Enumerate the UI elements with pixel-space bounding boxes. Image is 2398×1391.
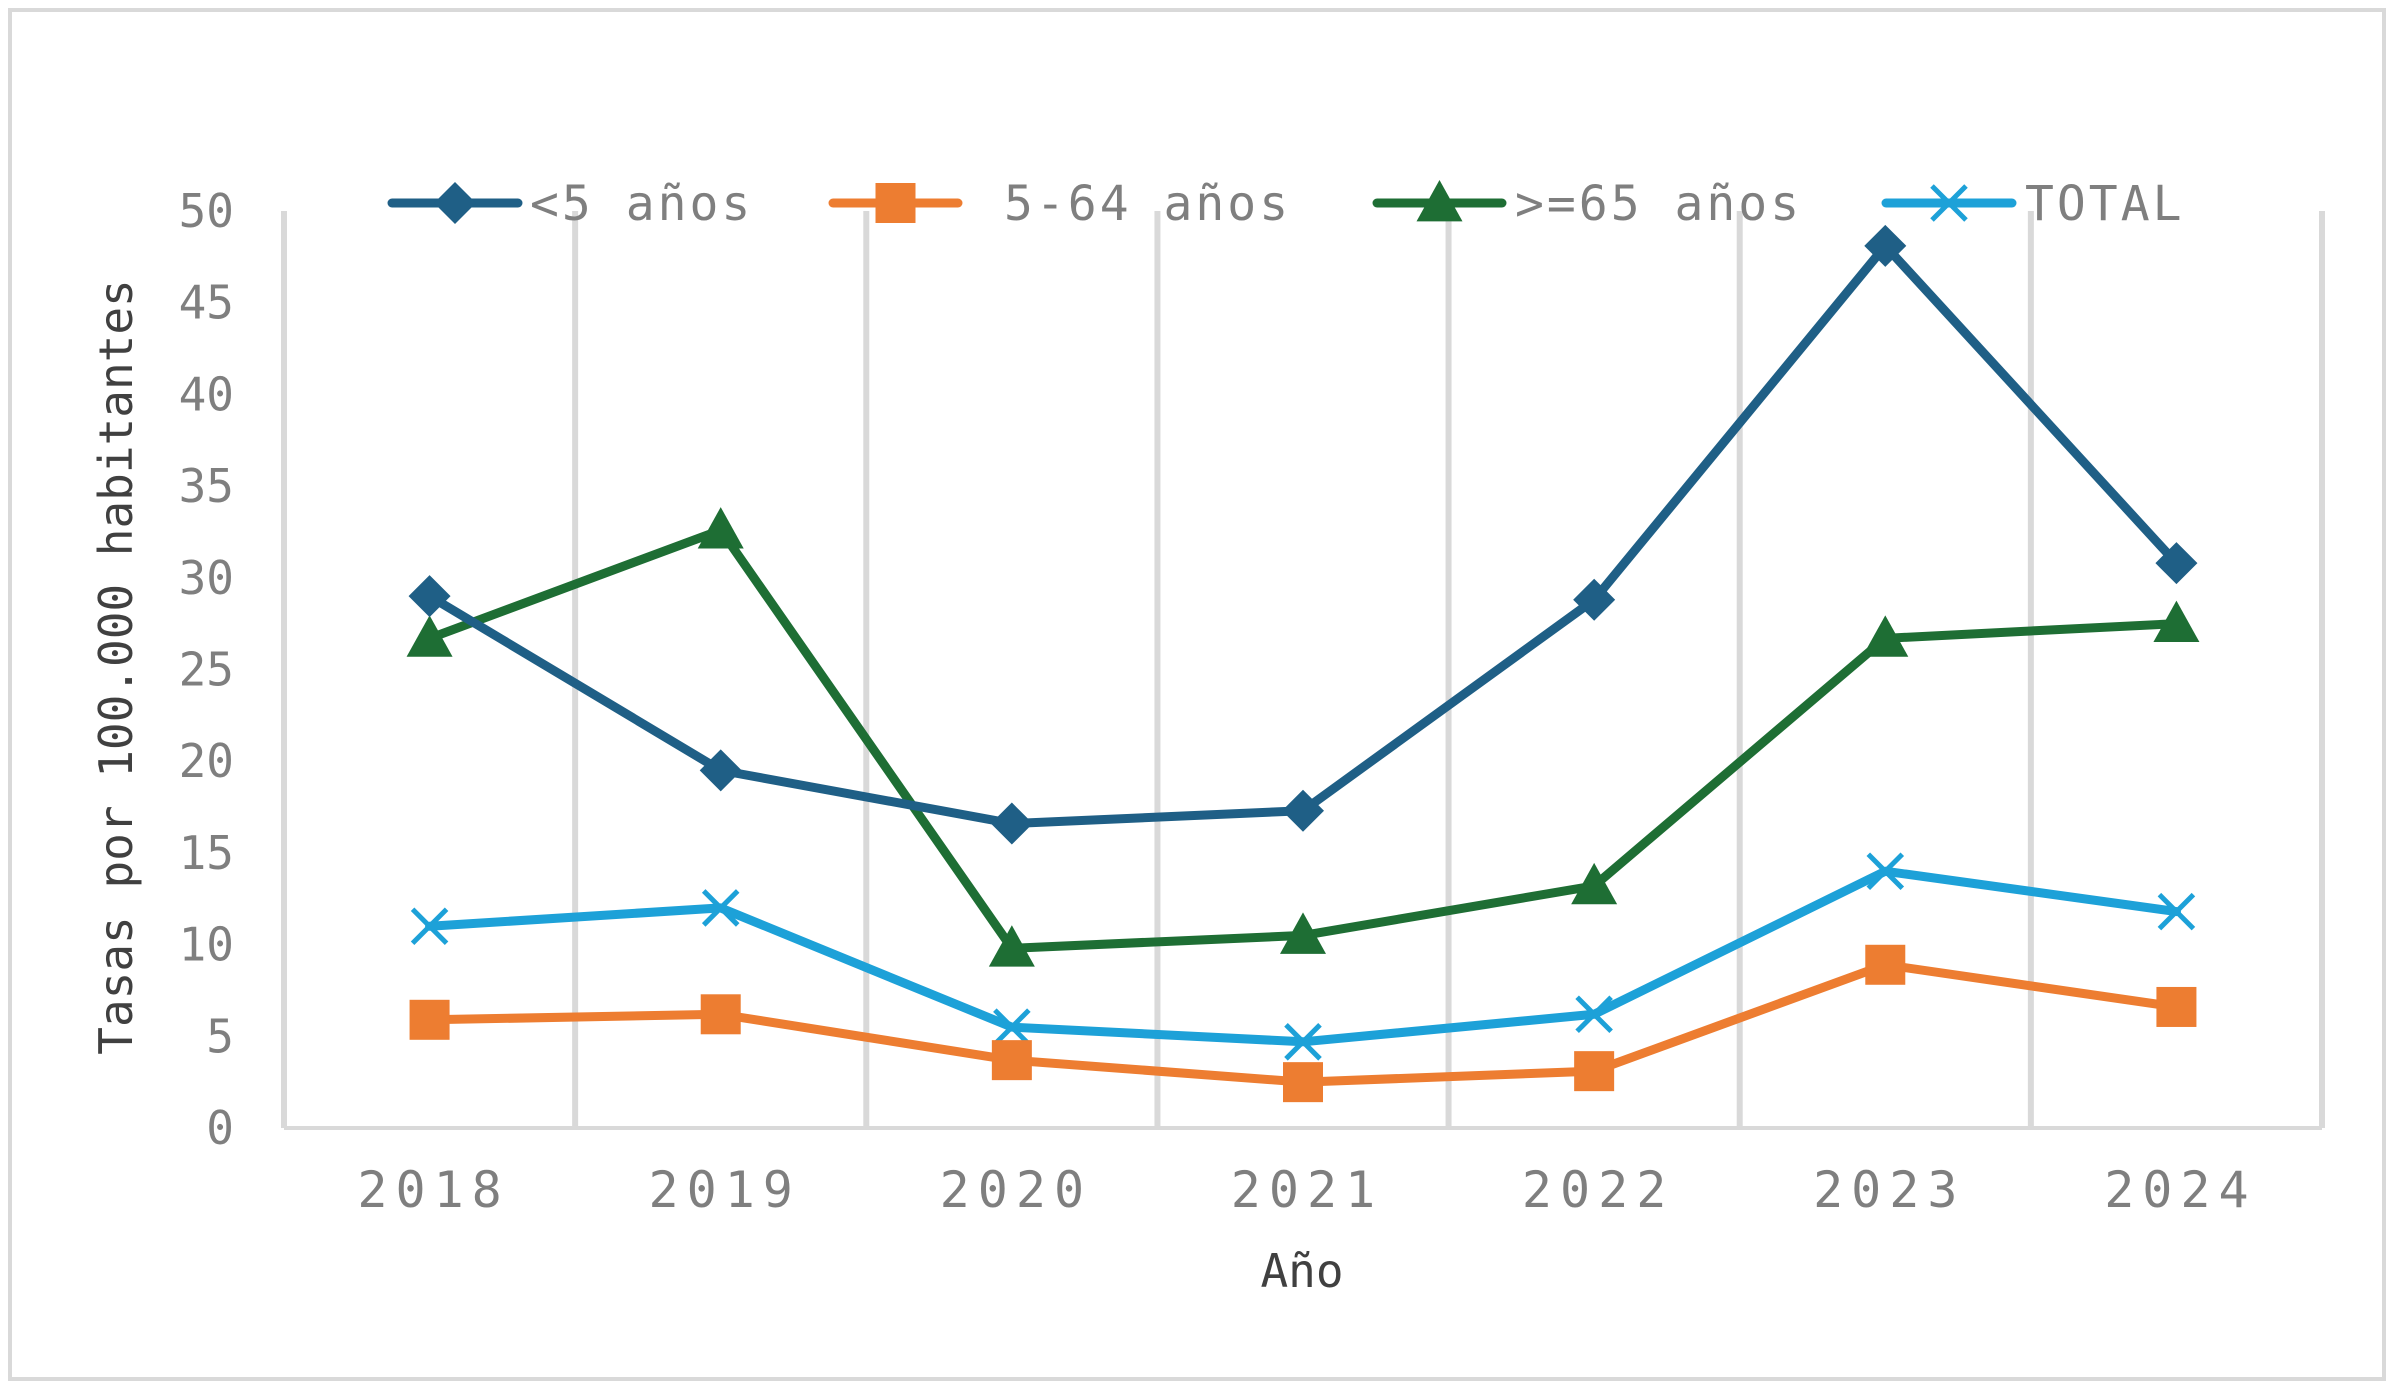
legend-label: TOTAL [2025,176,2185,232]
data-point [2153,600,2200,643]
y-tick-label: 50 [179,184,234,238]
data-point [1862,615,1909,657]
data-point [700,994,741,1035]
y-tick-label: 15 [179,826,234,880]
y-tick-label: 10 [179,918,234,972]
legend-item: TOTAL [1881,176,2185,232]
series-line [425,525,2181,953]
y-tick-label: 0 [206,1101,234,1155]
y-tick-label: 30 [179,551,234,605]
data-point [2157,892,2196,931]
series-1 [409,944,2197,1103]
data-point [406,615,453,657]
legend: <5 años 5-64 años >=65 años TOTAL [387,176,2185,232]
x-tick-label: 2022 [1522,1161,1674,1219]
legend-swatch-marker [1930,184,1968,222]
data-point [988,925,1035,967]
series-layer [406,224,2200,1103]
x-tick-label: 2019 [649,1161,801,1219]
data-point [1282,789,1324,832]
data-point [1864,224,1907,267]
x-tick-label: 2024 [2104,1161,2256,1219]
series-0 [408,224,2198,845]
chart-frame [8,8,2386,1381]
data-point [1575,995,1613,1034]
x-tick-label: 2021 [1231,1161,1383,1219]
data-point [1571,862,1618,905]
data-point [408,575,451,618]
data-point [993,1008,1031,1046]
y-axis-title: Tasas por 100.000 habitantes [89,279,143,1054]
legend-item: 5-64 años [828,176,1291,232]
data-point [1280,912,1326,954]
data-point [1866,852,1905,891]
legend-label: >=65 años [1515,176,1802,232]
x-axis-title: Año [1260,1244,1343,1298]
gridlines [281,211,2325,1128]
y-tick-label: 45 [179,276,234,330]
data-point [1865,944,1906,985]
data-point [409,999,450,1040]
y-tick-label: 20 [179,734,234,788]
data-point [990,802,1033,845]
series-2 [406,507,2200,967]
x-tick-labels: 2018 2019 2020 2021 2022 2023 2024 [357,1161,2256,1219]
x-tick-label: 2023 [1813,1161,1965,1219]
legend-swatch-marker [434,182,476,224]
data-point [699,749,742,792]
y-tick-label: 40 [179,367,234,421]
y-tick-labels: 0 5 10 15 20 25 30 35 40 45 50 [179,184,234,1155]
data-point [1284,1023,1322,1061]
data-point [1574,1051,1615,1092]
y-tick-label: 25 [179,643,234,697]
legend-swatch-marker [875,183,916,223]
x-tick-label: 2020 [940,1161,1092,1219]
x-tick-label: 2018 [357,1161,509,1219]
legend-swatch-marker [1416,180,1463,222]
data-point [410,907,449,946]
legend-label: <5 años [530,176,753,232]
legend-item: <5 años [387,176,753,232]
data-point [991,1040,1032,1081]
series-3 [410,852,2196,1061]
y-tick-label: 35 [179,459,234,513]
data-point [2155,542,2198,585]
data-point [1283,1062,1323,1103]
data-point [697,507,744,549]
data-point [1573,578,1616,621]
series-line [425,241,2181,829]
data-point [2156,986,2197,1027]
data-point [701,889,740,927]
y-tick-label: 5 [206,1009,234,1063]
legend-item: >=65 años [1372,176,1802,232]
legend-label: 5-64 años [1004,176,1291,232]
